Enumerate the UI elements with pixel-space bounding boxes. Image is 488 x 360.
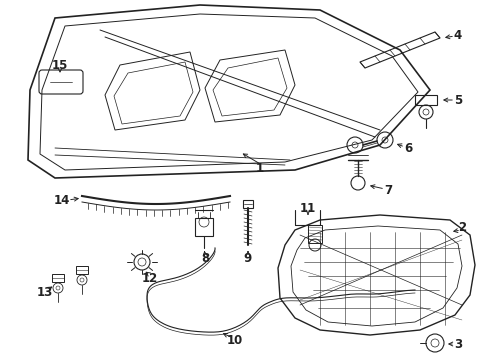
Text: 12: 12 (142, 271, 158, 284)
Text: 1: 1 (255, 162, 264, 175)
Bar (76, 266, 88, 274)
Bar (414, 95, 436, 105)
Text: 6: 6 (403, 141, 411, 154)
Bar (52, 274, 64, 282)
Text: 11: 11 (299, 202, 315, 215)
Text: 13: 13 (37, 285, 53, 298)
Bar (243, 200, 252, 208)
Text: 8: 8 (201, 252, 209, 265)
Text: 10: 10 (226, 333, 243, 346)
Text: 5: 5 (453, 94, 461, 107)
Text: 14: 14 (54, 194, 70, 207)
Text: 2: 2 (457, 220, 465, 234)
Text: 7: 7 (383, 184, 391, 197)
Text: 4: 4 (453, 28, 461, 41)
Bar (195, 218, 213, 236)
Bar (307, 225, 321, 243)
Text: 15: 15 (52, 59, 68, 72)
Text: 9: 9 (244, 252, 252, 265)
Text: 3: 3 (453, 338, 461, 351)
